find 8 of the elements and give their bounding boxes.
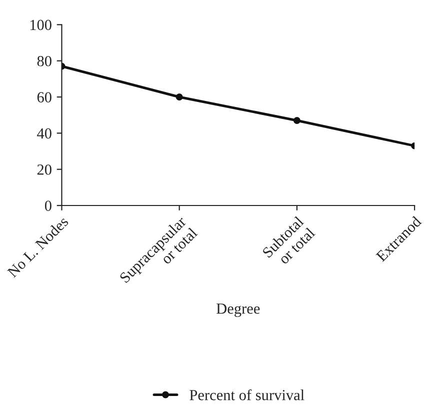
y-tick-label: 100 xyxy=(30,20,52,30)
y-tick-label: 60 xyxy=(37,92,52,102)
legend-label: Percent of survival xyxy=(190,389,304,400)
y-tick-label: 20 xyxy=(37,164,52,175)
x-axis-title: Degree xyxy=(216,304,260,317)
y-tick-label: 40 xyxy=(37,128,52,139)
y-tick-label: 80 xyxy=(37,56,52,66)
y-tick-label: 0 xyxy=(44,200,52,211)
